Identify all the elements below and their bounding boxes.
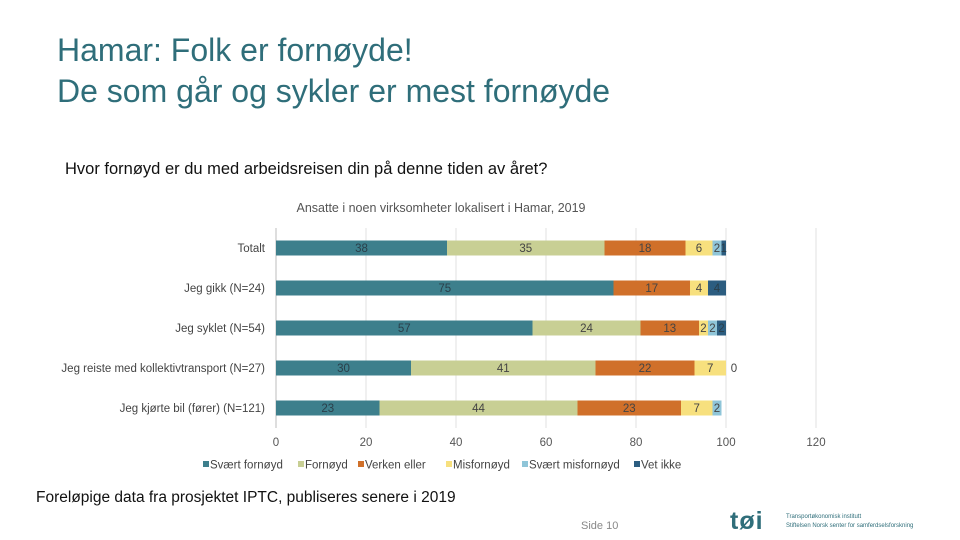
chart-title: Ansatte i noen virksomheter lokalisert i… [296, 201, 585, 215]
data-label-3-1: 41 [497, 363, 510, 375]
survey-question: Hvor fornøyd er du med arbeidsreisen din… [65, 160, 548, 178]
bar-1-0 [276, 280, 614, 296]
data-label-3-0: 30 [337, 363, 350, 375]
data-label-0-4: 2 [714, 243, 720, 255]
bar-0-2 [604, 240, 686, 256]
data-label-2-2: 13 [663, 323, 676, 335]
bar-0-0 [276, 240, 447, 256]
toi-logo: tøi Transportøkonomisk institutt Stiftel… [730, 506, 946, 536]
x-tick-label-4: 80 [630, 437, 643, 449]
legend-swatch-2 [358, 461, 364, 467]
bar-1-3 [690, 280, 708, 296]
data-label-2-3: 2 [700, 323, 706, 335]
category-label-2: Jeg syklet (N=54) [175, 323, 265, 335]
category-label-3: Jeg reiste med kollektivtransport (N=27) [61, 363, 265, 375]
category-label-0: Totalt [238, 243, 266, 255]
bar-4-4 [712, 400, 722, 416]
slide-title: Hamar: Folk er fornøyde! De som går og s… [57, 30, 937, 112]
x-tick-label-3: 60 [540, 437, 553, 449]
data-label-0-1: 35 [519, 243, 532, 255]
data-label-3-3: 7 [707, 363, 713, 375]
legend-label-0: Svært fornøyd [210, 460, 283, 472]
logo-mark: tøi [730, 507, 764, 535]
data-label-4-4: 2 [714, 403, 720, 415]
legend-label-5: Vet ikke [641, 460, 681, 472]
x-tick-label-1: 20 [360, 437, 373, 449]
data-label-4-3: 7 [694, 403, 700, 415]
legend-swatch-3 [446, 461, 452, 467]
data-label-4-2: 23 [623, 403, 636, 415]
bar-4-2 [577, 400, 681, 416]
title-line-1: Hamar: Folk er fornøyde! [57, 32, 413, 68]
data-label-1-2: 17 [645, 283, 658, 295]
data-label-0-3: 6 [696, 243, 702, 255]
data-label-0-5: 1 [721, 243, 727, 255]
x-tick-label-2: 40 [450, 437, 463, 449]
bar-2-2 [640, 320, 699, 336]
data-label-1-5: 4 [714, 283, 721, 295]
bar-3-2 [595, 360, 695, 376]
bar-1-2 [613, 280, 690, 296]
bar-0-5 [721, 240, 726, 256]
page-number-value: 10 [606, 520, 619, 532]
bar-2-5 [717, 320, 726, 336]
data-label-2-5: 2 [718, 323, 724, 335]
bar-3-0 [276, 360, 411, 376]
data-label-1-0: 75 [438, 283, 451, 295]
data-label-3-4: 0 [731, 363, 737, 375]
logo-text: Transportøkonomisk institutt Stiftelsen … [786, 513, 913, 531]
bar-2-0 [276, 320, 533, 336]
x-tick-label-6: 120 [806, 437, 825, 449]
legend-label-1: Fornøyd [305, 460, 348, 472]
logo-line-2: Stiftelsen Norsk senter for samferdselsf… [786, 523, 914, 529]
category-label-4: Jeg kjørte bil (fører) (N=121) [120, 403, 266, 415]
bar-0-3 [685, 240, 713, 256]
bar-2-1 [532, 320, 641, 336]
bar-0-4 [712, 240, 722, 256]
bar-3-3 [694, 360, 726, 376]
page-number: Side 10 [581, 520, 618, 532]
bar-4-3 [681, 400, 713, 416]
x-tick-label-5: 100 [716, 437, 735, 449]
legend-label-2: Verken eller [365, 460, 426, 472]
bar-2-3 [699, 320, 708, 336]
legend-swatch-0 [203, 461, 209, 467]
legend-label-4: Svært misfornøyd [529, 460, 620, 472]
x-tick-label-0: 0 [273, 437, 279, 449]
data-label-2-4: 2 [709, 323, 715, 335]
data-label-2-0: 57 [398, 323, 411, 335]
bar-3-1 [411, 360, 596, 376]
bar-4-1 [379, 400, 578, 416]
title-line-2: De som går og sykler er mest fornøyde [57, 73, 611, 109]
category-label-1: Jeg gikk (N=24) [184, 283, 265, 295]
bar-0-1 [447, 240, 605, 256]
data-label-4-1: 44 [472, 403, 485, 415]
data-label-0-0: 38 [355, 243, 368, 255]
logo-line-1: Transportøkonomisk institutt [786, 514, 862, 520]
bar-2-4 [708, 320, 717, 336]
data-label-4-0: 23 [321, 403, 334, 415]
bar-4-0 [276, 400, 380, 416]
legend-swatch-4 [522, 461, 528, 467]
footnote: Foreløpige data fra prosjektet IPTC, pub… [36, 489, 456, 506]
bar-1-5 [708, 280, 726, 296]
legend-swatch-5 [634, 461, 640, 467]
data-label-3-2: 22 [639, 363, 652, 375]
data-label-0-2: 18 [639, 243, 652, 255]
legend-swatch-1 [298, 461, 304, 467]
legend-label-3: Misfornøyd [453, 460, 510, 472]
data-label-1-3: 4 [696, 283, 703, 295]
page-label: Side [581, 520, 604, 532]
data-label-2-1: 24 [580, 323, 593, 335]
